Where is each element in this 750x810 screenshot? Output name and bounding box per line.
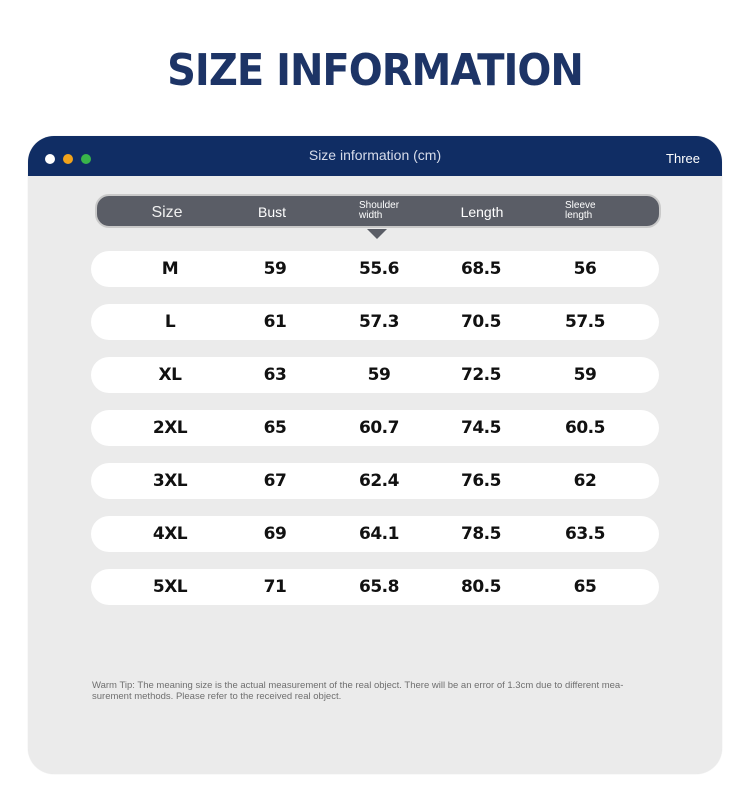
warm-tip: Warm Tip: The meaning size is the actual…	[92, 680, 682, 702]
cell-sleeve: 57.5	[565, 312, 605, 332]
window-title: Size information (cm)	[308, 147, 442, 163]
table-row: 2XL 65 60.7 74.5 60.5	[91, 410, 659, 446]
table-row: L 61 57.3 70.5 57.5	[91, 304, 659, 340]
window-dot-white	[45, 154, 55, 164]
cell-bust: 61	[263, 312, 287, 332]
cell-shoulder: 64.1	[359, 524, 399, 544]
cell-shoulder: 57.3	[359, 312, 399, 332]
header-sleeve-line1: Sleeve	[565, 200, 596, 211]
cell-sleeve: 63.5	[565, 524, 605, 544]
window-dot-orange	[63, 154, 73, 164]
cell-bust: 71	[263, 577, 287, 597]
cell-shoulder: 62.4	[359, 471, 399, 491]
table-header: Size Bust Shoulder width Length Sleeve len…	[95, 194, 661, 228]
cell-shoulder: 60.7	[359, 418, 399, 438]
cell-length: 78.5	[461, 524, 501, 544]
header-bust: Bust	[257, 204, 286, 220]
cell-shoulder: 55.6	[359, 259, 399, 279]
header-sleeve-length: Sleeve length	[565, 201, 625, 221]
cell-sleeve: 60.5	[565, 418, 605, 438]
header-sleeve-line2: length	[565, 210, 593, 221]
cell-bust: 65	[263, 418, 287, 438]
table-row: M 59 55.6 68.5 56	[91, 251, 659, 287]
header-length: Length	[460, 204, 504, 220]
cell-length: 74.5	[461, 418, 501, 438]
header-shoulder-line1: Shoulder	[359, 200, 400, 211]
cell-size: 2XL	[152, 418, 188, 438]
table-row: XL 63 59 72.5 59	[91, 357, 659, 393]
cell-bust: 67	[263, 471, 287, 491]
cell-size: L	[164, 312, 176, 332]
cell-bust: 69	[263, 524, 287, 544]
cell-size: 4XL	[152, 524, 188, 544]
table-row: 5XL 71 65.8 80.5 65	[91, 569, 659, 605]
cell-sleeve: 65	[573, 577, 597, 597]
size-card: Size information (cm) Three Size Bust Sh…	[28, 136, 722, 774]
header-size: Size	[151, 204, 183, 221]
cell-length: 80.5	[461, 577, 501, 597]
header-shoulder-line2: width	[359, 210, 383, 221]
table-row: 3XL 67 62.4 76.5 62	[91, 463, 659, 499]
cell-sleeve: 59	[573, 365, 597, 385]
cell-length: 76.5	[461, 471, 501, 491]
cell-shoulder: 65.8	[359, 577, 399, 597]
cell-length: 70.5	[461, 312, 501, 332]
cell-bust: 63	[263, 365, 287, 385]
cell-size: XL	[158, 365, 182, 385]
window-right-label: Three	[666, 151, 700, 166]
cell-size: 5XL	[152, 577, 188, 597]
cell-size: M	[161, 259, 179, 279]
cell-sleeve: 56	[573, 259, 597, 279]
header-shoulder-width: Shoulder width	[359, 201, 419, 221]
page-title: SIZE INFORMATION	[167, 46, 584, 96]
header-pointer	[367, 229, 387, 239]
cell-length: 68.5	[461, 259, 501, 279]
cell-sleeve: 62	[573, 471, 597, 491]
table-row: 4XL 69 64.1 78.5 63.5	[91, 516, 659, 552]
cell-length: 72.5	[461, 365, 501, 385]
warm-tip-line2: surement methods. Please refer to the re…	[92, 691, 342, 702]
window-title-bar: Size information (cm) Three	[28, 136, 722, 176]
cell-size: 3XL	[152, 471, 188, 491]
warm-tip-line1: Warm Tip: The meaning size is the actual…	[92, 680, 624, 691]
cell-bust: 59	[263, 259, 287, 279]
window-dot-green	[81, 154, 91, 164]
cell-shoulder: 59	[367, 365, 391, 385]
